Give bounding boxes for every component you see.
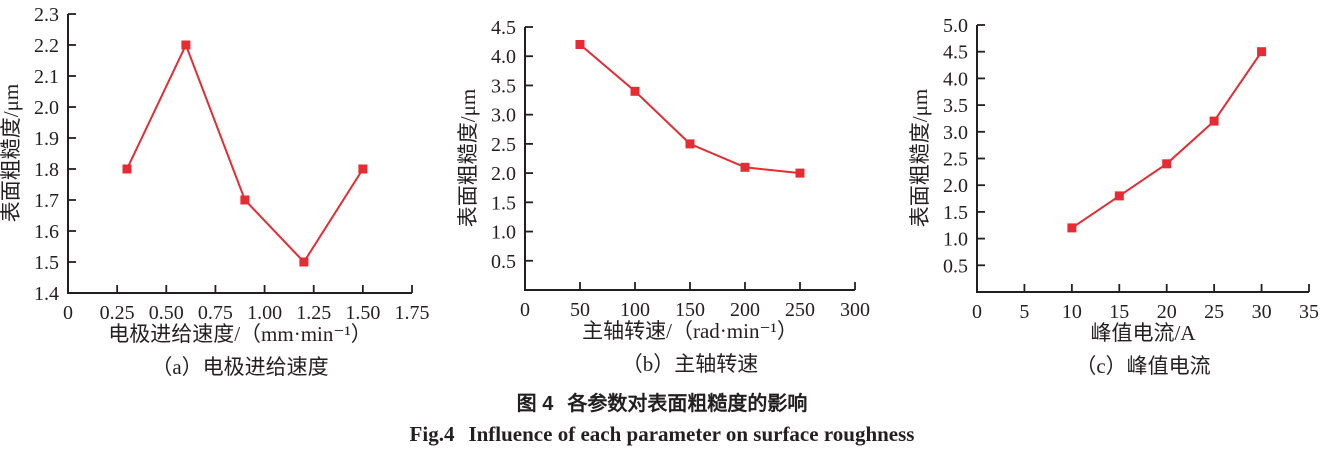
series-line <box>126 42 364 264</box>
x-tick-label: 0 <box>520 299 530 321</box>
chart-a-subcaption: （a）电极进给速度 <box>151 355 328 379</box>
x-tick-label: 0.75 <box>198 302 233 324</box>
y-tick-label: 1.0 <box>491 222 516 244</box>
chart-c-y-axis-title: 表面粗糙度/μm <box>908 89 932 227</box>
data-point <box>1114 191 1124 201</box>
y-tick-label: 2.0 <box>491 163 516 185</box>
x-tick-label: 20 <box>1157 301 1177 323</box>
data-point <box>181 40 191 50</box>
y-tick-label: 2.3 <box>34 4 59 26</box>
data-point <box>575 40 585 49</box>
y-tick-label: 2.5 <box>491 134 516 156</box>
chart-a-svg: 1.4 1.5 1.6 1.7 1.8 1.9 2.0 2.1 2.2 2.3 0 0.25 0.50 0… <box>0 4 430 379</box>
y-tick-label: 2.0 <box>34 97 59 119</box>
chart-b-y-axis-title: 表面粗糙度/μm <box>456 89 480 227</box>
y-tick-label: 1.5 <box>491 192 516 214</box>
chart-b-spindle-speed: 0.5 1.0 1.5 2.0 2.5 3.0 3.5 4.0 4.5 0 50 100 150 200 2… <box>440 0 880 385</box>
data-point <box>240 195 250 205</box>
figure-caption-zh: 图 4 各参数对表面粗糙度的影响 <box>0 391 1324 417</box>
data-point <box>299 257 309 267</box>
y-tick-label: 1.5 <box>34 252 59 274</box>
figure-caption-en-text: Influence of each parameter on surface r… <box>468 422 915 446</box>
y-tick-label: 4.5 <box>943 42 968 64</box>
data-point <box>1162 159 1172 169</box>
charts-row: 1.4 1.5 1.6 1.7 1.8 1.9 2.0 2.1 2.2 2.3 0 0.25 0.50 0… <box>0 0 1324 385</box>
chart-a-x-axis-title: 电极进给速度/（mm·min⁻¹） <box>108 322 372 346</box>
y-tick-label: 1.6 <box>34 221 59 243</box>
x-tick-label: 0.50 <box>149 302 184 324</box>
chart-c-svg: 0.5 1.0 1.5 2.0 2.5 3.0 3.5 4.0 4.5 5.0 0 5 10 15 20 25… <box>908 15 1319 378</box>
axes <box>67 14 412 294</box>
chart-c-plot-area: 0.5 1.0 1.5 2.0 2.5 3.0 3.5 4.0 4.5 5.0 0 5 10 15 20 25… <box>943 15 1319 323</box>
x-tick-label: 0 <box>63 302 73 324</box>
chart-b-plot-area: 0.5 1.0 1.5 2.0 2.5 3.0 3.5 4.0 4.5 0 50 100 150 200 2… <box>491 17 870 321</box>
axes <box>976 25 1309 293</box>
y-tick-label: 4.0 <box>491 46 516 68</box>
data-point <box>630 86 640 96</box>
figure-caption-zh-text: 各参数对表面粗糙度的影响 <box>567 393 808 415</box>
x-tick-label: 1.50 <box>345 302 380 324</box>
x-tick-label: 30 <box>1252 301 1272 323</box>
x-tick-label: 150 <box>675 299 705 321</box>
chart-c-peak-current: 0.5 1.0 1.5 2.0 2.5 3.0 3.5 4.0 4.5 5.0 0 5 10 15 20 25… <box>880 0 1324 385</box>
y-tick-label: 1.9 <box>34 128 59 150</box>
y-tick-label: 2.1 <box>34 66 59 88</box>
y-tick-label: 1.7 <box>34 190 59 212</box>
x-tick-label: 200 <box>730 299 760 321</box>
x-tick-label: 50 <box>570 299 590 321</box>
chart-a-electrode-feed-rate: 1.4 1.5 1.6 1.7 1.8 1.9 2.0 2.1 2.2 2.3 0 0.25 0.50 0… <box>0 0 440 385</box>
x-tick-label: 5 <box>1019 301 1029 323</box>
figure-caption-en-label: Fig.4 <box>409 422 455 446</box>
data-point <box>685 139 695 149</box>
series-line <box>579 43 801 175</box>
y-tick-label: 4.5 <box>491 17 516 39</box>
y-tick-label: 3.5 <box>491 75 516 97</box>
chart-a-plot-area: 1.4 1.5 1.6 1.7 1.8 1.9 2.0 2.1 2.2 2.3 0 0.25 0.50 0… <box>34 4 430 324</box>
x-tick-label: 1.75 <box>395 302 430 324</box>
data-point <box>795 168 805 178</box>
series-line <box>1071 51 1263 229</box>
y-tick-label: 3.0 <box>943 122 968 144</box>
chart-c-x-axis-title: 峰值电流/A <box>1091 321 1197 345</box>
x-tick-label: 100 <box>620 299 650 321</box>
y-tick-label: 1.0 <box>943 229 968 251</box>
x-tick-label: 0 <box>972 301 982 323</box>
data-point <box>740 162 750 172</box>
chart-b-svg: 0.5 1.0 1.5 2.0 2.5 3.0 3.5 4.0 4.5 0 50 100 150 200 2… <box>456 17 870 376</box>
y-tick-label: 1.4 <box>34 283 59 305</box>
x-tick-label: 25 <box>1204 301 1224 323</box>
data-point <box>1209 116 1219 126</box>
y-tick-label: 1.5 <box>943 202 968 224</box>
y-tick-label: 5.0 <box>943 15 968 37</box>
data-point <box>1067 223 1077 233</box>
data-point <box>358 164 368 174</box>
x-tick-label: 10 <box>1062 301 1082 323</box>
y-tick-label: 3.5 <box>943 95 968 117</box>
y-tick-label: 2.5 <box>943 149 968 171</box>
x-tick-label: 250 <box>785 299 815 321</box>
y-tick-label: 1.8 <box>34 159 59 181</box>
x-tick-label: 1.00 <box>247 302 282 324</box>
x-tick-label: 15 <box>1109 301 1129 323</box>
y-tick-label: 4.0 <box>943 68 968 90</box>
data-point <box>1257 47 1267 57</box>
chart-a-y-axis-title: 表面粗糙度/μm <box>0 84 23 222</box>
chart-c-subcaption: （c）峰值电流 <box>1075 354 1210 378</box>
chart-b-x-axis-title: 主轴转速/（rad·min⁻¹） <box>582 319 798 343</box>
y-tick-label: 0.5 <box>943 255 968 277</box>
axes <box>524 27 855 291</box>
y-tick-label: 2.2 <box>34 35 59 57</box>
x-tick-label: 0.25 <box>100 302 135 324</box>
figure-caption-en: Fig.4 Influence of each parameter on surf… <box>0 421 1324 447</box>
y-tick-label: 2.0 <box>943 175 968 197</box>
figure-caption-zh-label: 图 4 <box>516 393 554 415</box>
y-tick-label: 3.0 <box>491 105 516 127</box>
x-tick-label: 1.25 <box>296 302 331 324</box>
chart-b-subcaption: （b）主轴转速 <box>622 352 759 376</box>
y-tick-label: 0.5 <box>491 251 516 273</box>
x-tick-label: 300 <box>840 299 870 321</box>
data-point <box>122 164 132 174</box>
x-tick-label: 35 <box>1299 301 1319 323</box>
